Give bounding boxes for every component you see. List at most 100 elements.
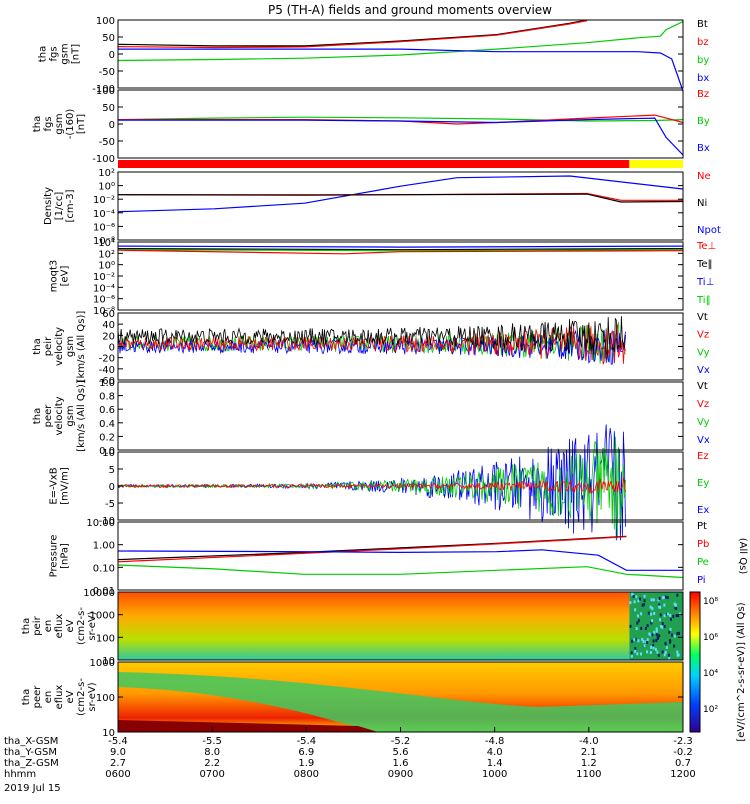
ylabel-8-1: peir — [32, 615, 43, 635]
ion-spectrogram-speckle — [631, 639, 634, 643]
ion-spectrogram-speckle — [649, 605, 652, 609]
ion-spectrogram-speckle — [636, 621, 639, 625]
xrow-value-1-2: 6.9 — [298, 747, 314, 758]
ion-spectrogram-speckle — [636, 652, 639, 656]
ytick-label-2-0: 10² — [98, 168, 115, 179]
ytick-label-4-1: 40 — [102, 320, 115, 331]
panel-frame-7 — [117, 521, 684, 591]
legend-4-1: Vz — [697, 330, 709, 341]
series-line-panel-0-2 — [117, 21, 684, 62]
ion-spectrogram-speckle — [642, 640, 645, 644]
ion-spectrogram-speckle — [640, 612, 643, 616]
xrow-value-0-1: -5.5 — [202, 736, 222, 747]
ion-spectrogram-speckle — [660, 624, 663, 628]
side-label-7: (All Qs) — [737, 538, 748, 575]
ylabel-4-1: peir — [43, 336, 54, 356]
ytick-label-2-3: 10⁻⁴ — [93, 209, 115, 220]
legend-0-0: Bt — [697, 19, 708, 30]
series-line-panel-2-7 — [117, 175, 684, 213]
ylabel-1-0: tha — [32, 116, 43, 132]
ion-spectrogram-speckle — [658, 597, 661, 601]
legend-3-1: Te‖ — [696, 259, 713, 270]
ion-spectrogram-speckle — [655, 633, 658, 637]
noise-band-panel-4 — [117, 316, 626, 357]
ytick-label-3-3: 10⁻² — [93, 272, 115, 283]
ion-spectrogram-speckle — [677, 653, 680, 657]
panel-frame-0 — [117, 19, 684, 89]
ion-spectrogram-speckle — [635, 627, 638, 631]
ylabel-8-2: en — [43, 620, 54, 633]
xrow-value-0-6: -2.3 — [673, 736, 693, 747]
ion-spectrogram-speckle — [656, 650, 659, 654]
ion-spectrogram-speckle — [643, 644, 646, 648]
ytick-label-8-2: 100 — [96, 633, 115, 644]
xrow-label-3: hhmm — [4, 769, 36, 780]
ion-spectrogram-speckle — [659, 613, 662, 617]
legend-3-2: Ti⊥ — [696, 277, 714, 288]
ion-spectrogram-speckle — [630, 651, 633, 655]
xrow-value-3-1: 0700 — [199, 769, 224, 780]
ion-spectrogram-speckle — [662, 595, 665, 599]
series-line-panel-7-15 — [117, 536, 627, 563]
ion-spectrogram-speckle — [673, 602, 676, 606]
ion-spectrogram-speckle — [648, 632, 651, 636]
ion-spectrogram-speckle — [641, 637, 644, 641]
xrow-value-0-4: -4.8 — [485, 736, 505, 747]
ion-spectrogram-speckle — [678, 631, 681, 635]
ion-spectrogram-speckle — [667, 612, 670, 616]
ylabel-9-3: eflux — [54, 685, 65, 710]
ytick-label-5-0: 1.0 — [99, 378, 115, 389]
xrow-value-1-3: 5.6 — [393, 747, 409, 758]
xrow-value-0-5: -4.0 — [579, 736, 599, 747]
xrow-value-2-5: 1.2 — [581, 758, 597, 769]
ytick-label-6-4: -10 — [99, 516, 115, 527]
ion-spectrogram-speckle — [650, 612, 653, 616]
legend-6-2: Ex — [697, 505, 709, 516]
ylabel-5-1: peer — [43, 404, 54, 428]
xrow-label-0: tha_X-GSM — [4, 736, 58, 747]
ytick-label-5-3: 0.4 — [99, 419, 115, 430]
ion-spectrogram-speckle — [673, 634, 676, 638]
ytick-label-3-4: 10⁻⁴ — [93, 283, 115, 294]
ylabel-8-3: eflux — [54, 614, 65, 639]
ylabel-0-1: fgs — [49, 46, 60, 61]
xrow-value-2-1: 2.2 — [204, 758, 220, 769]
ion-spectrogram-speckle — [675, 606, 678, 610]
ylabel-0-2: gsm — [60, 43, 71, 64]
ion-spectrogram-speckle — [665, 646, 668, 650]
ion-spectrogram-speckle — [646, 650, 649, 654]
ion-spectrogram-speckle — [637, 619, 640, 623]
ion-spectrogram-speckle — [663, 625, 666, 629]
legend-6-0: Ez — [697, 451, 709, 462]
xrow-value-1-0: 9.0 — [110, 747, 126, 758]
ion-spectrogram-speckle — [633, 638, 636, 642]
ion-spectrogram-speckle — [646, 638, 649, 642]
panel-frame-5 — [117, 381, 684, 451]
ion-spectrogram-speckle — [634, 637, 637, 641]
ytick-label-6-0: 10 — [102, 448, 115, 459]
ion-spectrogram-speckle — [672, 614, 675, 618]
ion-spectrogram-speckle — [664, 642, 667, 646]
xrow-label-2: tha_Z-GSM — [4, 758, 59, 769]
series-line-panel-1-4 — [117, 116, 684, 122]
ylabel-9-6: sr-eV) — [87, 682, 98, 711]
legend-7-2: Pe — [697, 557, 709, 568]
ion-spectrogram-speckle — [661, 625, 664, 629]
ion-spectrogram-speckle — [669, 617, 672, 621]
ytick-label-7-0: 10.00 — [86, 518, 115, 529]
ylabel-1-2: gsm — [54, 113, 65, 134]
ion-spectrogram-speckle — [663, 653, 666, 657]
ion-spectrogram-speckle — [655, 627, 658, 631]
ytick-label-3-2: 10⁰ — [98, 261, 115, 272]
legend-5-0: Vt — [697, 381, 708, 392]
series-line-panel-3-13 — [117, 249, 684, 255]
ion-spectrogram-speckle — [658, 634, 661, 638]
ion-spectrogram-speckle — [634, 608, 637, 612]
series-line-panel-1-6 — [118, 117, 684, 156]
ylabel-5-0: tha — [32, 408, 43, 424]
ytick-label-5-1: 0.8 — [99, 392, 115, 403]
ion-spectrogram-speckle — [650, 598, 653, 602]
ion-spectrogram-speckle — [668, 656, 671, 660]
ylabel-6-1: [mV/m] — [60, 467, 71, 505]
series-line-panel-7-16 — [117, 549, 683, 571]
